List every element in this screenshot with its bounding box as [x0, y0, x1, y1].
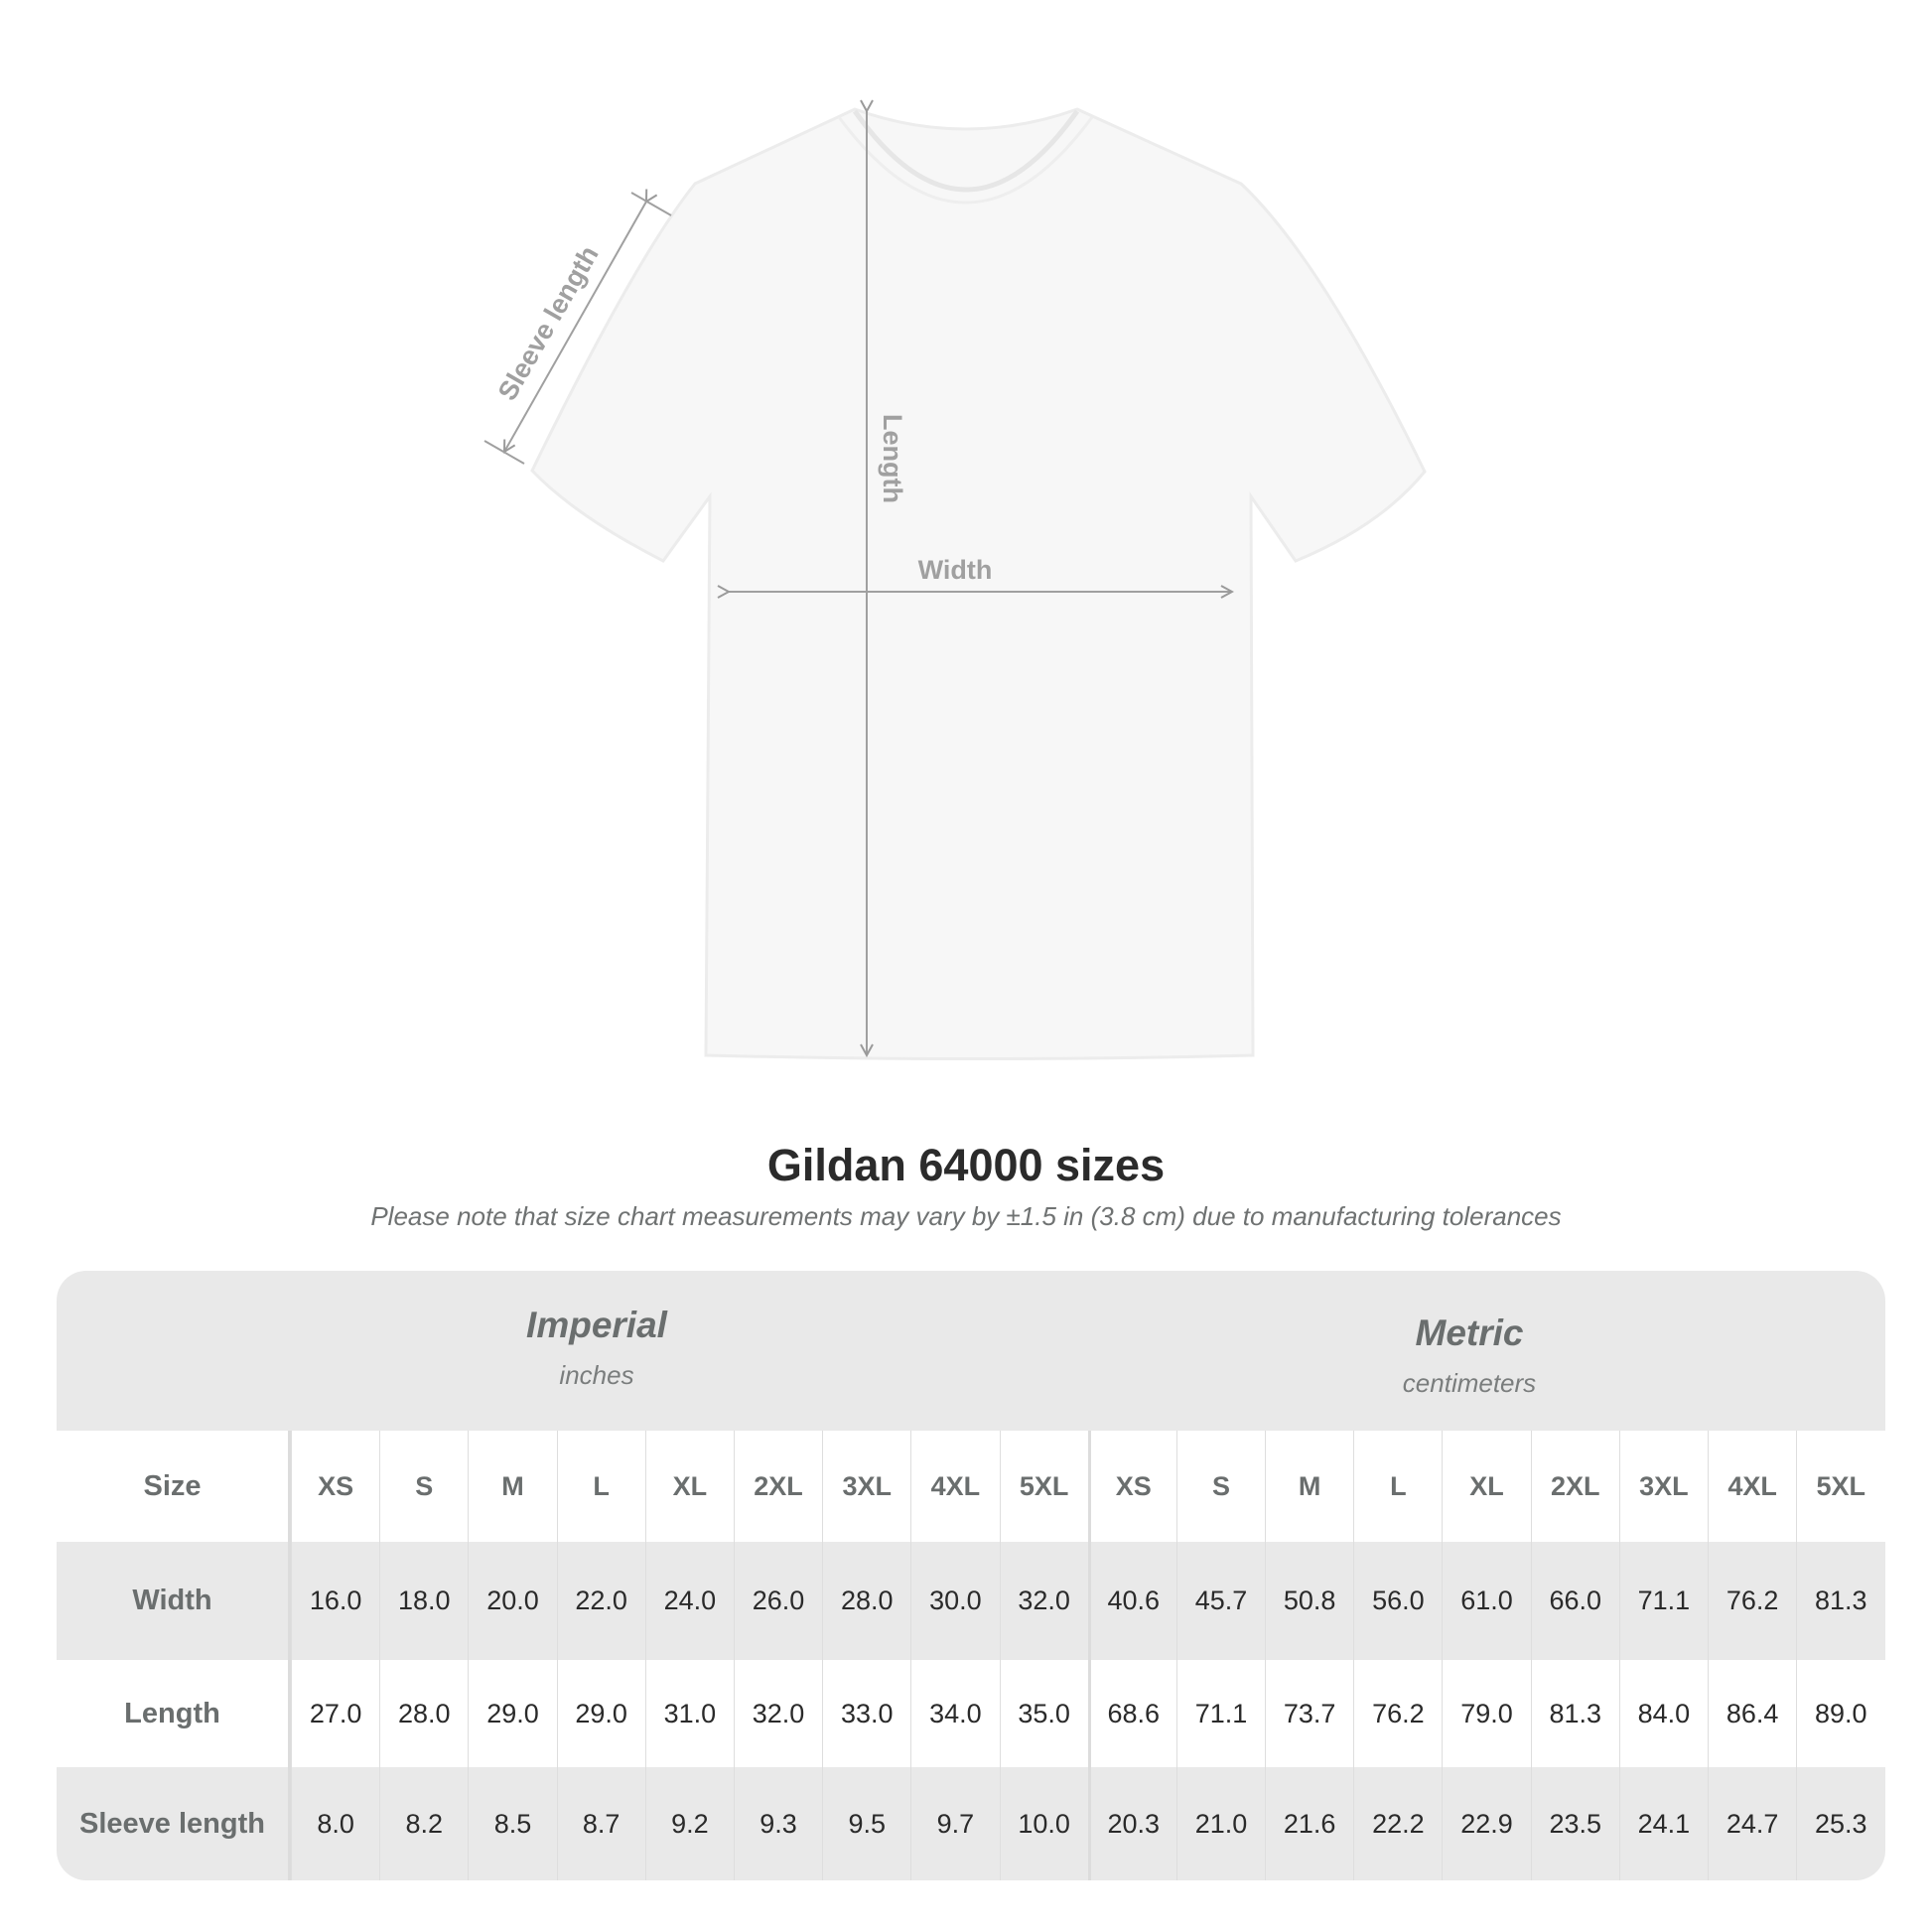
table-cell: 50.8	[1265, 1542, 1353, 1660]
table-cell: 71.1	[1618, 1542, 1708, 1660]
table-cell: 79.0	[1442, 1660, 1530, 1767]
metric-title: Metric	[1415, 1312, 1524, 1353]
table-cell: 76.2	[1353, 1660, 1442, 1767]
table-cell: 27.0	[291, 1660, 379, 1767]
size-header-cell: XS	[291, 1431, 379, 1542]
table-cell: 32.0	[733, 1660, 822, 1767]
table-cell: 34.0	[910, 1660, 999, 1767]
table-cell: 22.9	[1442, 1767, 1530, 1880]
sleeve-arrow	[504, 202, 646, 452]
size-header-cell: M	[468, 1431, 556, 1542]
table-cell: 29.0	[556, 1660, 645, 1767]
table-cell: 9.2	[644, 1767, 734, 1880]
table-cell: 56.0	[1353, 1542, 1442, 1660]
tshirt-shape	[530, 107, 1427, 1060]
table-cell: 29.0	[468, 1660, 556, 1767]
page-title: Gildan 64000 sizes	[766, 1140, 1166, 1190]
table-cell: 8.7	[556, 1767, 645, 1880]
table-cell: 9.5	[822, 1767, 910, 1880]
imperial-title: Imperial	[526, 1305, 667, 1345]
table-cell: 8.5	[468, 1767, 556, 1880]
table-cell: 76.2	[1708, 1542, 1796, 1660]
table-cell: 9.3	[733, 1767, 822, 1880]
size-header-cell: 2XL	[1530, 1431, 1619, 1542]
size-header-cell: L	[556, 1431, 645, 1542]
row-label: Sleeve length	[57, 1767, 291, 1880]
size-header-cell: XL	[644, 1431, 734, 1542]
table-cell: 73.7	[1265, 1660, 1353, 1767]
metric-unit: centimeters	[1402, 1368, 1537, 1398]
size-header-cell: 2XL	[733, 1431, 822, 1542]
table-cell: 24.1	[1618, 1767, 1708, 1880]
metric-header: Metric centimeters	[1122, 1312, 1817, 1399]
table-row: Sleeve length 8.0 8.2 8.5 8.7 9.2 9.3 9.5 9.7 10.…	[57, 1767, 1885, 1880]
table-cell: 33.0	[822, 1660, 910, 1767]
table-cell: 68.6	[1087, 1660, 1176, 1767]
table-cell: 28.0	[822, 1542, 910, 1660]
table-cell: 22.0	[556, 1542, 645, 1660]
table-cell: 20.3	[1087, 1767, 1176, 1880]
unit-header-band	[57, 1271, 1885, 1431]
table-cell: 35.0	[999, 1660, 1088, 1767]
table-cell: 81.3	[1530, 1660, 1619, 1767]
size-header-row: Size XS S M L XL 2XL 3XL 4XL 5XL XS S M L XL 2XL 3XL 4XL 5…	[57, 1431, 1885, 1542]
size-header-cell: 3XL	[1618, 1431, 1708, 1542]
table-cell: 21.0	[1175, 1767, 1265, 1880]
size-header-cell: M	[1265, 1431, 1353, 1542]
row-label: Length	[57, 1660, 291, 1767]
collar	[852, 109, 1080, 193]
size-header-cell: 4XL	[910, 1431, 999, 1542]
size-header-cell: L	[1353, 1431, 1442, 1542]
size-header-cell: 5XL	[1796, 1431, 1884, 1542]
table-cell: 24.0	[644, 1542, 734, 1660]
imperial-header: Imperial inches	[249, 1305, 944, 1391]
table-cell: 32.0	[999, 1542, 1088, 1660]
table-cell: 86.4	[1708, 1660, 1796, 1767]
table-cell: 20.0	[468, 1542, 556, 1660]
tshirt-diagram: Length Width Sleeve length	[483, 0, 1427, 1060]
table-row: Length 27.0 28.0 29.0 29.0 31.0 32.0 33.0 34.0 35…	[57, 1660, 1885, 1767]
table-cell: 8.0	[291, 1767, 379, 1880]
size-header-cell: 3XL	[822, 1431, 910, 1542]
table-cell: 8.2	[379, 1767, 468, 1880]
row-label: Width	[57, 1542, 291, 1660]
size-table: Imperial inches Metric centimeters Size X…	[57, 1271, 1885, 1880]
table-cell: 18.0	[379, 1542, 468, 1660]
size-header-cell: S	[379, 1431, 468, 1542]
table-cell: 24.7	[1708, 1767, 1796, 1880]
tolerance-note: Please note that size chart measurements…	[370, 1201, 1562, 1231]
table-cell: 10.0	[999, 1767, 1088, 1880]
table-cell: 9.7	[910, 1767, 999, 1880]
table-cell: 28.0	[379, 1660, 468, 1767]
table-cell: 16.0	[291, 1542, 379, 1660]
imperial-unit: inches	[559, 1360, 634, 1390]
table-cell: 45.7	[1175, 1542, 1265, 1660]
table-cell: 30.0	[910, 1542, 999, 1660]
size-header-cell: 5XL	[999, 1431, 1088, 1542]
size-header-cell: 4XL	[1708, 1431, 1796, 1542]
size-header-cell: XS	[1087, 1431, 1176, 1542]
table-cell: 26.0	[733, 1542, 822, 1660]
width-label: Width	[918, 555, 993, 585]
row-label: Size	[57, 1431, 291, 1542]
table-cell: 25.3	[1796, 1767, 1884, 1880]
table-cell: 71.1	[1175, 1660, 1265, 1767]
table-cell: 40.6	[1087, 1542, 1176, 1660]
table-cell: 61.0	[1442, 1542, 1530, 1660]
table-cell: 81.3	[1796, 1542, 1884, 1660]
table-cell: 22.2	[1353, 1767, 1442, 1880]
table-cell: 89.0	[1796, 1660, 1884, 1767]
length-label: Length	[878, 414, 907, 503]
table-cell: 23.5	[1530, 1767, 1619, 1880]
table-cell: 66.0	[1530, 1542, 1619, 1660]
table-row: Width 16.0 18.0 20.0 22.0 24.0 26.0 28.0 30.0 32.…	[57, 1542, 1885, 1660]
size-header-cell: S	[1175, 1431, 1265, 1542]
table-cell: 31.0	[644, 1660, 734, 1767]
table-cell: 21.6	[1265, 1767, 1353, 1880]
table-cell: 84.0	[1618, 1660, 1708, 1767]
size-header-cell: XL	[1442, 1431, 1530, 1542]
